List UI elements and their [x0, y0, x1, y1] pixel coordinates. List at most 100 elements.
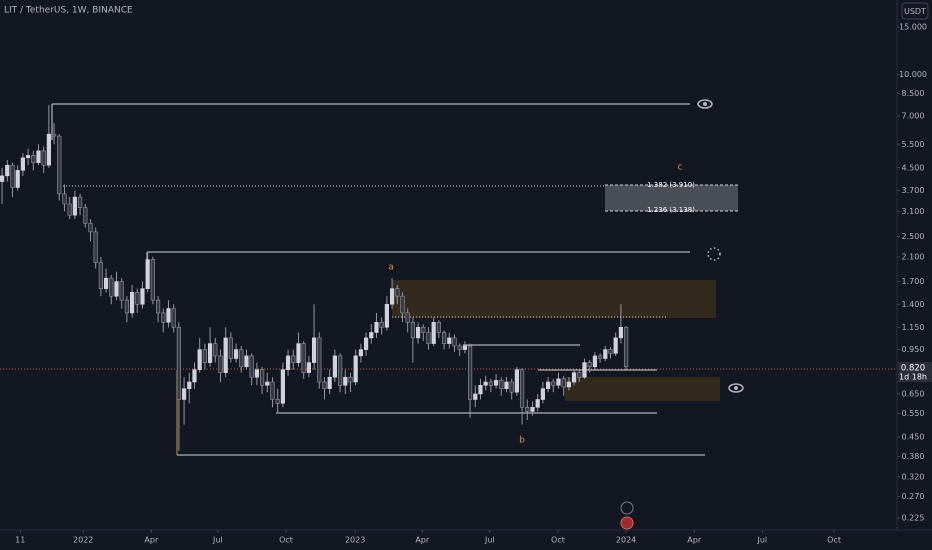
- candle-body: [291, 355, 296, 363]
- x-tick-label: 2024: [616, 536, 636, 545]
- candle-body: [421, 326, 426, 333]
- candle-body: [566, 381, 571, 388]
- x-tick-label: Jul: [484, 536, 495, 545]
- candle-body: [519, 369, 525, 408]
- x-tick-label: Jul: [756, 536, 767, 545]
- candle-body: [545, 381, 551, 389]
- x-tick-label: Apr: [415, 536, 430, 545]
- y-tick-label: 0.650: [902, 389, 925, 398]
- event-icon[interactable]: [620, 501, 634, 515]
- currency-button[interactable]: [901, 2, 929, 20]
- y-tick-label: 1.700: [902, 277, 925, 286]
- y-tick-label: 1.400: [902, 300, 925, 309]
- candle-body: [15, 170, 20, 188]
- last-price-box: [898, 362, 932, 382]
- candle-body: [592, 355, 597, 368]
- candle-body: [618, 326, 623, 339]
- candle-body: [535, 399, 540, 408]
- candle-body: [369, 332, 374, 339]
- candle-body: [379, 321, 384, 328]
- candle-body: [176, 326, 181, 400]
- candle-body: [114, 281, 119, 297]
- candle-body: [88, 222, 93, 233]
- candle-body: [51, 133, 57, 137]
- y-tick-label: 0.225: [902, 513, 925, 522]
- candle-body: [265, 381, 270, 386]
- candle-body: [62, 193, 67, 205]
- countdown-label: 1d 18h: [899, 373, 927, 382]
- candle-body: [343, 376, 348, 386]
- candle-body: [296, 343, 301, 363]
- candle-body: [374, 321, 379, 333]
- candle-body: [5, 164, 10, 177]
- candle-body: [363, 337, 369, 350]
- candle-body: [603, 349, 608, 359]
- candle-body: [155, 299, 161, 314]
- candle-body: [457, 345, 462, 350]
- candle-body: [311, 337, 317, 363]
- candle-body: [187, 381, 192, 389]
- candle-body: [135, 292, 140, 305]
- candle-body: [410, 321, 415, 339]
- candle-body: [561, 378, 566, 388]
- candle-body: [540, 388, 545, 400]
- y-tick-label: 2.500: [902, 232, 925, 241]
- candle-body: [509, 381, 514, 393]
- candle-body: [441, 332, 447, 344]
- y-tick-label: 5.500: [902, 140, 925, 149]
- x-tick-label: Apr: [144, 536, 159, 545]
- event-icon[interactable]: [620, 516, 634, 530]
- y-tick-label: 3.100: [902, 207, 925, 216]
- candle-body: [228, 337, 233, 359]
- loading-icon: [707, 247, 721, 261]
- fib-label: 1.236 (3.138): [647, 206, 695, 214]
- candle-body: [499, 380, 504, 389]
- candle-body: [317, 337, 322, 383]
- y-tick-label: 7.000: [902, 112, 925, 121]
- candle-body: [119, 281, 124, 301]
- candle-body: [431, 321, 436, 344]
- candle-body: [525, 406, 530, 412]
- candle-body: [280, 369, 285, 404]
- candle-body: [504, 381, 509, 389]
- wave-label: a: [388, 263, 394, 273]
- candle-body: [462, 345, 467, 350]
- y-tick-label: 2.100: [902, 252, 925, 261]
- candle-body: [488, 381, 493, 386]
- candle-body: [623, 326, 629, 368]
- candle-body: [93, 231, 98, 263]
- candle-body: [597, 355, 603, 359]
- fib-label: 1.382 (3.910): [647, 181, 695, 189]
- candle-body: [400, 295, 405, 314]
- x-tick-label: Oct: [827, 536, 841, 545]
- candle-body: [467, 345, 473, 400]
- eye-icon[interactable]: [697, 99, 713, 109]
- candle-body: [483, 381, 488, 386]
- eye-icon[interactable]: [728, 383, 744, 393]
- candle-body: [161, 312, 166, 323]
- wave-label: b: [519, 436, 525, 446]
- y-tick-label: 8.500: [902, 89, 925, 98]
- candle-body: [98, 262, 103, 289]
- candle-body: [436, 321, 441, 333]
- fib-box: [605, 185, 738, 211]
- candle-body: [150, 259, 155, 301]
- candle-body: [395, 288, 400, 297]
- candle-body: [202, 349, 207, 363]
- candle-body: [478, 384, 483, 395]
- y-tick-label: 3.700: [902, 186, 925, 195]
- x-tick-label: Oct: [551, 536, 565, 545]
- candle-body: [57, 135, 62, 195]
- candle-body: [613, 337, 618, 354]
- last-price-label: 0.820: [901, 364, 925, 374]
- candle-body: [582, 362, 587, 378]
- candle-body: [275, 399, 280, 404]
- candle-body: [124, 299, 129, 314]
- candle-body: [384, 303, 389, 328]
- candle-body: [358, 349, 363, 357]
- candle-body: [285, 355, 291, 370]
- candle-body: [493, 380, 499, 386]
- candle-body: [41, 150, 46, 166]
